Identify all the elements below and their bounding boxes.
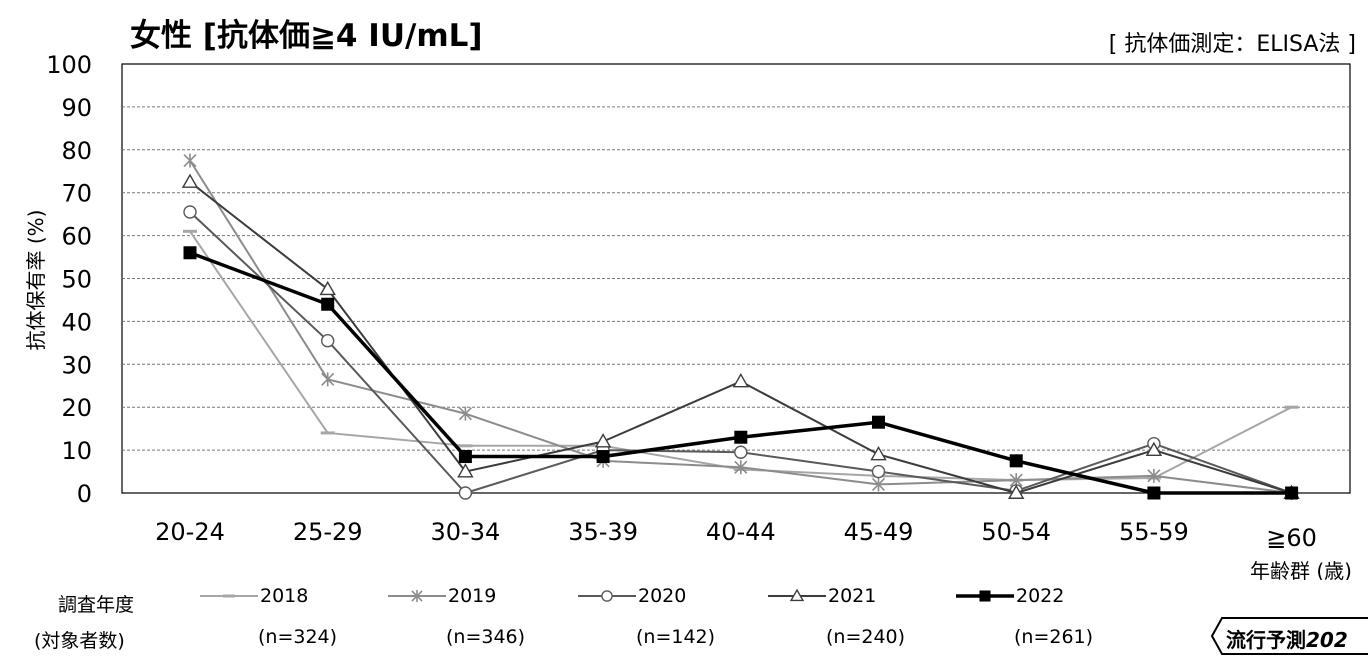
x-tick-label: 40-44 [706, 518, 776, 546]
data-point [1145, 441, 1163, 457]
data-point [457, 463, 474, 478]
y-tick-label: 30 [61, 351, 92, 379]
legend-swatch [388, 589, 446, 603]
y-tick-label: 90 [61, 94, 92, 122]
badge-text-main: 流行予測 [1226, 628, 1306, 652]
x-axis-ticks: 20-24 25-29 30-34 35-39 40-44 45-49 50-54 55-59… [155, 518, 1317, 552]
y-tick-label: 40 [61, 308, 92, 336]
y-tick-label: 50 [61, 266, 92, 294]
legend-swatch [956, 590, 1014, 602]
badge-label: 流行予測202 [1226, 624, 1348, 653]
data-point [734, 430, 748, 444]
data-point [1009, 454, 1023, 468]
legend-label: 2022 [1016, 585, 1065, 607]
legend-label: 2018 [260, 585, 309, 607]
data-point [734, 445, 748, 459]
data-point [871, 477, 886, 492]
legend-swatch [768, 588, 826, 602]
data-point [411, 589, 423, 603]
legend-entry-2021: 2021 [768, 584, 876, 608]
data-point [1147, 486, 1161, 500]
gridlines [122, 106, 1350, 451]
legend-sample-size: (n=261) [1014, 626, 1094, 648]
data-point [319, 280, 336, 296]
legend-label: 2021 [828, 585, 877, 607]
x-tick-label: 30-34 [431, 518, 501, 546]
x-tick-label: 35-39 [568, 518, 638, 546]
legend-sample-size: (n=324) [258, 626, 338, 648]
data-point [183, 153, 197, 168]
data-point [181, 173, 199, 188]
x-tick-label: 25-29 [293, 518, 363, 546]
data-point [183, 246, 197, 260]
plot-area [121, 63, 1351, 494]
legend-heading: 調査年度 [58, 594, 135, 616]
legend-sample-size: (n=346) [446, 626, 526, 648]
y-axis-title: 抗体保有率 (%) [24, 210, 48, 351]
data-point [183, 205, 197, 219]
x-tick-label: 50-54 [981, 518, 1051, 546]
x-tick-label: 55-59 [1119, 518, 1189, 546]
plot-frame [121, 63, 1351, 494]
x-tick-label: ≧60 [1266, 524, 1317, 552]
data-point [1007, 484, 1025, 499]
data-point [458, 406, 472, 421]
x-tick-label: 45-49 [844, 518, 914, 546]
data-point [321, 297, 335, 311]
y-tick-label: 80 [61, 137, 92, 165]
data-point [979, 590, 991, 602]
badge-text-year: 202 [1306, 628, 1348, 652]
chart-title: 女性 [抗体価≧4 IU/mL] [130, 18, 483, 54]
y-tick-label: 70 [61, 180, 92, 208]
data-point [872, 415, 885, 429]
data-point [321, 372, 335, 387]
data-point [789, 588, 805, 602]
legend-swatch [578, 590, 636, 602]
legend-entry-2022: 2022 [956, 584, 1064, 608]
legend-sample-size: (n=240) [826, 626, 906, 648]
y-tick-label: 100 [46, 51, 92, 79]
x-axis-title: 年齢群 (歳) [1250, 559, 1352, 580]
data-point [321, 334, 335, 348]
data-point [594, 433, 612, 448]
series-2022 [183, 246, 1299, 500]
data-point [596, 450, 610, 464]
y-tick-label: 0 [77, 480, 92, 508]
y-axis-ticks: 0 10 20 30 40 50 60 70 80 90 100 [46, 51, 92, 508]
legend-label: 2019 [448, 585, 497, 607]
series-2020 [183, 205, 1299, 500]
method-note: [ 抗体価測定：ELISA法 ] [1108, 32, 1356, 57]
data-point [458, 486, 473, 500]
legend-subheading: (対象者数) [34, 630, 125, 652]
y-tick-label: 60 [61, 223, 92, 251]
data-point [870, 445, 887, 461]
legend-entry-2019: 2019 [388, 584, 496, 608]
data-point [1147, 468, 1161, 483]
series-layer [181, 153, 1300, 500]
line-chart: 0 10 20 30 40 50 60 70 80 90 100 20-24 25-29 30-34 35… [24, 51, 1352, 580]
legend-swatch [200, 594, 258, 598]
data-point [458, 450, 472, 464]
data-point [734, 460, 748, 475]
y-tick-label: 20 [61, 394, 92, 422]
data-point [1285, 486, 1299, 500]
data-point [601, 590, 613, 602]
legend-label: 2020 [638, 585, 687, 607]
data-point [871, 464, 886, 479]
legend-sample-size: (n=142) [636, 626, 716, 648]
data-point [732, 373, 750, 388]
legend-entry-2020: 2020 [578, 584, 686, 608]
x-tick-label: 20-24 [155, 518, 225, 546]
y-tick-label: 10 [61, 437, 92, 465]
legend-entry-2018: 2018 [200, 584, 308, 608]
